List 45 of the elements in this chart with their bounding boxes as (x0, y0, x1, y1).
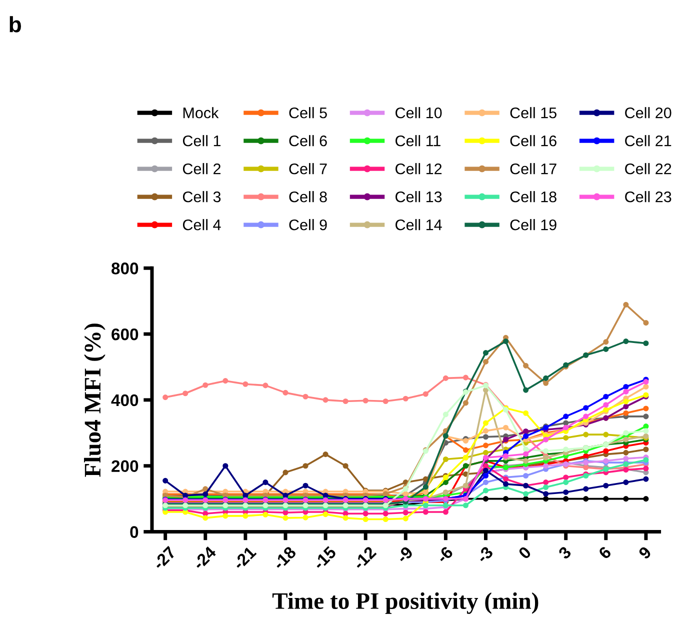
x-tick-label: -24 (192, 545, 217, 570)
legend-label: Cell 4 (182, 219, 221, 230)
x-tick-label: -12 (352, 546, 377, 570)
legend-label: Cell 17 (510, 163, 556, 174)
x-tick-label: -15 (312, 546, 337, 570)
x-tick-label: -9 (396, 546, 414, 564)
y-tick-label: 0 (130, 526, 138, 538)
legend-label: Cell 12 (396, 163, 442, 174)
legend-label: Cell 3 (182, 191, 221, 202)
legend-label: Cell 20 (625, 107, 672, 118)
legend-label: Cell 8 (289, 191, 327, 202)
legend-label: Cell 21 (625, 135, 672, 146)
x-tick-label: -3 (476, 546, 494, 564)
legend-label: Cell 5 (289, 107, 327, 118)
y-axis-title: Fluo4 MFI (%) (84, 324, 106, 477)
x-tick-label: -21 (232, 546, 257, 570)
legend-label: Cell 18 (510, 191, 556, 202)
x-tick-label: -27 (152, 546, 176, 570)
legend-label: Cell 16 (510, 135, 556, 146)
legend-label: Cell 14 (396, 219, 442, 230)
legend-label: Mock (183, 107, 219, 118)
legend-label: Cell 2 (182, 163, 220, 174)
x-tick-label: -6 (436, 546, 454, 564)
x-tick-label: 0 (518, 546, 532, 560)
legend-label: Cell 7 (289, 163, 327, 174)
x-tick-label: 9 (638, 546, 652, 560)
x-tick-label: 3 (558, 546, 572, 560)
legend-label: Cell 11 (396, 135, 440, 146)
x-tick-label: 6 (598, 546, 612, 560)
legend-label: Cell 6 (289, 135, 327, 146)
legend-label: Cell 13 (396, 191, 442, 202)
text: b (10, 16, 21, 32)
x-axis-title: Time to PI positivity (min) (272, 592, 538, 614)
y-tick-label: 800 (112, 262, 138, 274)
legend-label: Cell 10 (396, 107, 442, 118)
legend-label: Cell 22 (625, 163, 672, 174)
legend-label: Cell 19 (510, 219, 556, 230)
y-tick-label: 200 (112, 460, 138, 472)
y-tick-label: 400 (111, 394, 138, 406)
y-tick-label: 600 (112, 328, 138, 340)
legend-label: Cell 23 (625, 191, 672, 202)
legend-label: Cell 15 (510, 107, 556, 118)
legend-label: Cell 9 (289, 219, 327, 230)
legend-label: Cell 1 (182, 135, 221, 146)
x-tick-label: -18 (272, 546, 297, 570)
